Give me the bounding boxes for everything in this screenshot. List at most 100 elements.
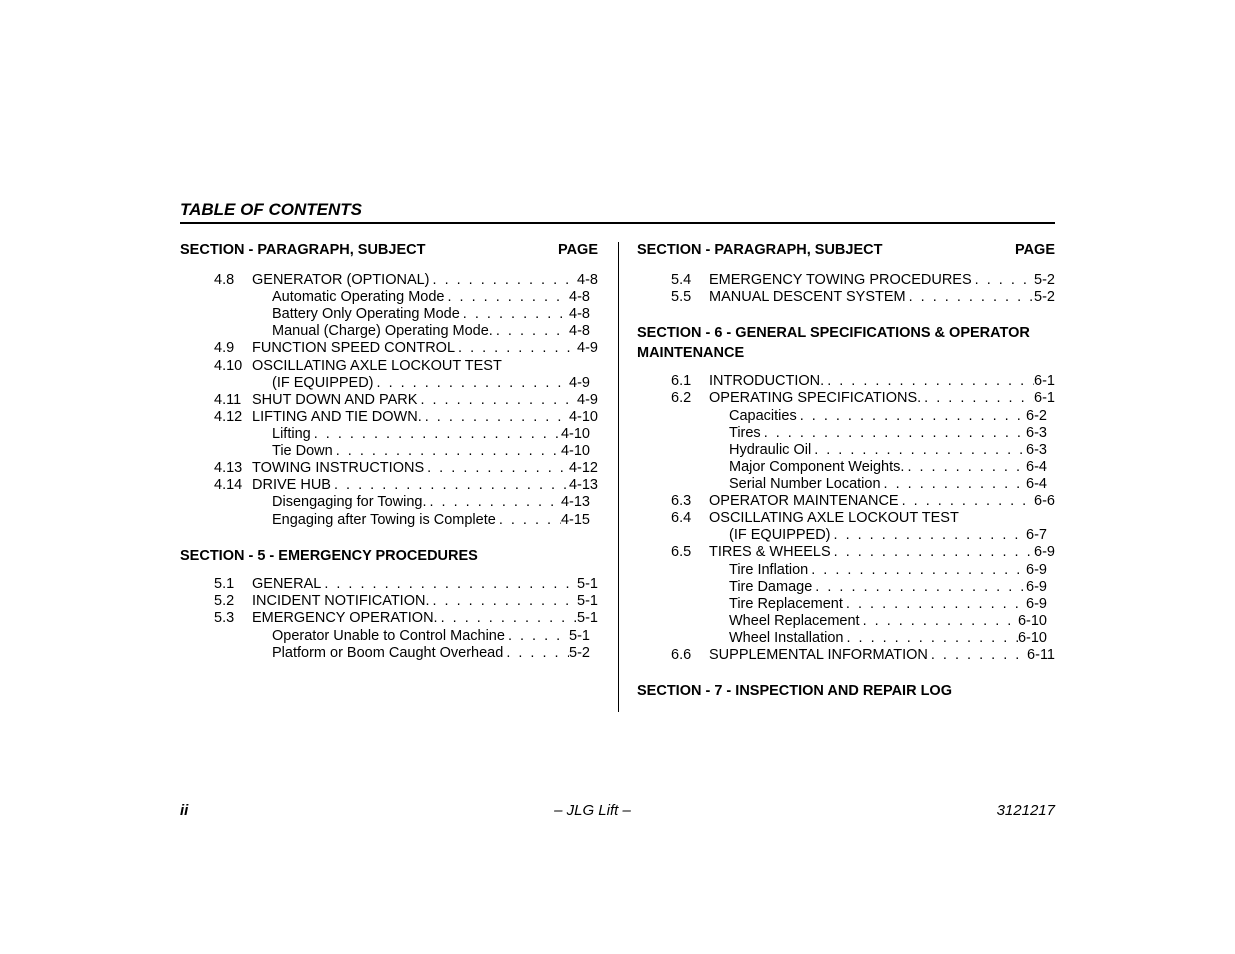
footer-center: – JLG Lift – [554, 802, 631, 819]
toc-group-section4: 4.8GENERATOR (OPTIONAL)4-8Automatic Oper… [180, 272, 598, 529]
toc-page-number: 6-9 [1026, 562, 1055, 579]
toc-subject: Automatic Operating Mode [252, 289, 444, 306]
column-header-left: SECTION - PARAGRAPH, SUBJECT [180, 242, 425, 258]
toc-subject: Manual (Charge) Operating Mode. [252, 323, 493, 340]
toc-paragraph-number: 6.3 [637, 493, 709, 510]
column-header-right: PAGE [1015, 242, 1055, 258]
toc-leader-dots [311, 426, 561, 443]
toc-page-number: 4-8 [569, 306, 598, 323]
toc-entry: 4.12LIFTING AND TIE DOWN.4-10 [180, 409, 598, 426]
toc-subject: MANUAL DESCENT SYSTEM [709, 289, 906, 306]
toc-subject: Operator Unable to Control Machine [252, 628, 505, 645]
toc-paragraph-number: 4.9 [180, 340, 252, 357]
toc-subject: SUPPLEMENTAL INFORMATION [709, 647, 928, 664]
toc-entry: 6.5TIRES & WHEELS6-9 [637, 544, 1055, 561]
toc-leader-dots [460, 306, 569, 323]
toc-entry: 5.2INCIDENT NOTIFICATION.5-1 [180, 593, 598, 610]
toc-leader-dots [374, 375, 570, 392]
toc-paragraph-number: 5.5 [637, 289, 709, 306]
toc-page-number: 4-10 [569, 409, 598, 426]
toc-subject: Serial Number Location [709, 476, 881, 493]
toc-leader-dots [904, 459, 1026, 476]
toc-page-number: 6-11 [1027, 647, 1055, 664]
toc-subject: Tie Down [252, 443, 333, 460]
toc-page-number: 6-10 [1018, 613, 1055, 630]
toc-entry: Capacities6-2 [637, 408, 1055, 425]
toc-subject: Wheel Installation [709, 630, 843, 647]
toc-subject: OPERATOR MAINTENANCE [709, 493, 899, 510]
toc-paragraph-number: 6.6 [637, 647, 709, 664]
toc-entry: Major Component Weights.6-4 [637, 459, 1055, 476]
toc-page-number: 4-9 [577, 340, 598, 357]
toc-page-number: 4-8 [569, 323, 598, 340]
toc-entry: Tire Replacement 6-9 [637, 596, 1055, 613]
toc-subject: OSCILLATING AXLE LOCKOUT TEST [709, 510, 959, 527]
toc-subject: Tire Inflation [709, 562, 808, 579]
column-header-right: PAGE [558, 242, 598, 258]
toc-group-section5-cont: 5.4EMERGENCY TOWING PROCEDURES5-25.5MANU… [637, 272, 1055, 306]
toc-page-number: 4-13 [561, 494, 598, 511]
toc-paragraph-number: 4.11 [180, 392, 252, 409]
toc-entry: Tire Inflation 6-9 [637, 562, 1055, 579]
toc-paragraph-number: 4.8 [180, 272, 252, 289]
toc-page-number: 5-2 [1034, 272, 1055, 289]
toc-paragraph-number: 4.12 [180, 409, 252, 426]
page-footer: ii – JLG Lift – 3121217 [180, 802, 1055, 819]
toc-subject: Platform or Boom Caught Overhead [252, 645, 503, 662]
toc-columns: SECTION - PARAGRAPH, SUBJECT PAGE 4.8GEN… [180, 242, 1055, 712]
toc-leader-dots [430, 593, 578, 610]
toc-leader-dots [505, 628, 569, 645]
toc-entry: 6.4OSCILLATING AXLE LOCKOUT TEST [637, 510, 1055, 527]
toc-subject: Tires [709, 425, 761, 442]
toc-leader-dots [928, 647, 1027, 664]
toc-entry: 6.6SUPPLEMENTAL INFORMATION 6-11 [637, 647, 1055, 664]
toc-page-number: 6-9 [1034, 544, 1055, 561]
toc-entry: 5.1GENERAL5-1 [180, 576, 598, 593]
toc-entry: Wheel Installation6-10 [637, 630, 1055, 647]
toc-page-number: 6-9 [1026, 596, 1055, 613]
toc-entry: Battery Only Operating Mode4-8 [180, 306, 598, 323]
toc-page-number: 5-1 [577, 576, 598, 593]
toc-leader-dots [812, 579, 1026, 596]
toc-entry: Serial Number Location6-4 [637, 476, 1055, 493]
toc-leader-dots [455, 340, 577, 357]
toc-entry: 6.3OPERATOR MAINTENANCE6-6 [637, 493, 1055, 510]
toc-page-number: 6-1 [1034, 390, 1055, 407]
toc-subject: GENERAL [252, 576, 321, 593]
toc-entry: (IF EQUIPPED)6-7 [637, 527, 1055, 544]
toc-entry: 4.10OSCILLATING AXLE LOCKOUT TEST [180, 358, 598, 375]
toc-page-number: 6-3 [1026, 442, 1055, 459]
toc-paragraph-number: 6.4 [637, 510, 709, 527]
toc-leader-dots [493, 323, 569, 340]
section-7-heading: SECTION - 7 - INSPECTION AND REPAIR LOG [637, 682, 1055, 702]
toc-subject: Disengaging for Towing. [252, 494, 427, 511]
section-6-heading: SECTION - 6 - GENERAL SPECIFICATIONS & O… [637, 324, 1055, 363]
toc-subject: INCIDENT NOTIFICATION. [252, 593, 430, 610]
toc-leader-dots [430, 272, 578, 289]
toc-page-number: 6-4 [1026, 459, 1055, 476]
column-header: SECTION - PARAGRAPH, SUBJECT PAGE [180, 242, 598, 258]
toc-page-number: 4-8 [569, 289, 598, 306]
page: TABLE OF CONTENTS SECTION - PARAGRAPH, S… [0, 0, 1235, 859]
toc-page-number: 4-8 [577, 272, 598, 289]
toc-page-number: 6-3 [1026, 425, 1055, 442]
toc-page-number: 4-9 [569, 375, 598, 392]
page-title: TABLE OF CONTENTS [180, 200, 1055, 224]
toc-subject: TIRES & WHEELS [709, 544, 831, 561]
toc-leader-dots [921, 390, 1034, 407]
toc-subject: Capacities [709, 408, 797, 425]
toc-entry: 6.2OPERATING SPECIFICATIONS.6-1 [637, 390, 1055, 407]
toc-entry: Operator Unable to Control Machine5-1 [180, 628, 598, 645]
toc-group-section6: 6.1INTRODUCTION.6-16.2OPERATING SPECIFIC… [637, 373, 1055, 664]
toc-leader-dots [422, 409, 569, 426]
toc-leader-dots [438, 610, 577, 627]
toc-entry: 4.11SHUT DOWN AND PARK4-9 [180, 392, 598, 409]
toc-entry: 5.3EMERGENCY OPERATION.5-1 [180, 610, 598, 627]
toc-entry: 6.1INTRODUCTION.6-1 [637, 373, 1055, 390]
column-header-left: SECTION - PARAGRAPH, SUBJECT [637, 242, 882, 258]
toc-entry: Tires 6-3 [637, 425, 1055, 442]
right-column: SECTION - PARAGRAPH, SUBJECT PAGE 5.4EME… [619, 242, 1055, 712]
toc-subject: Tire Replacement [709, 596, 843, 613]
toc-leader-dots [881, 476, 1027, 493]
toc-subject: Lifting [252, 426, 311, 443]
